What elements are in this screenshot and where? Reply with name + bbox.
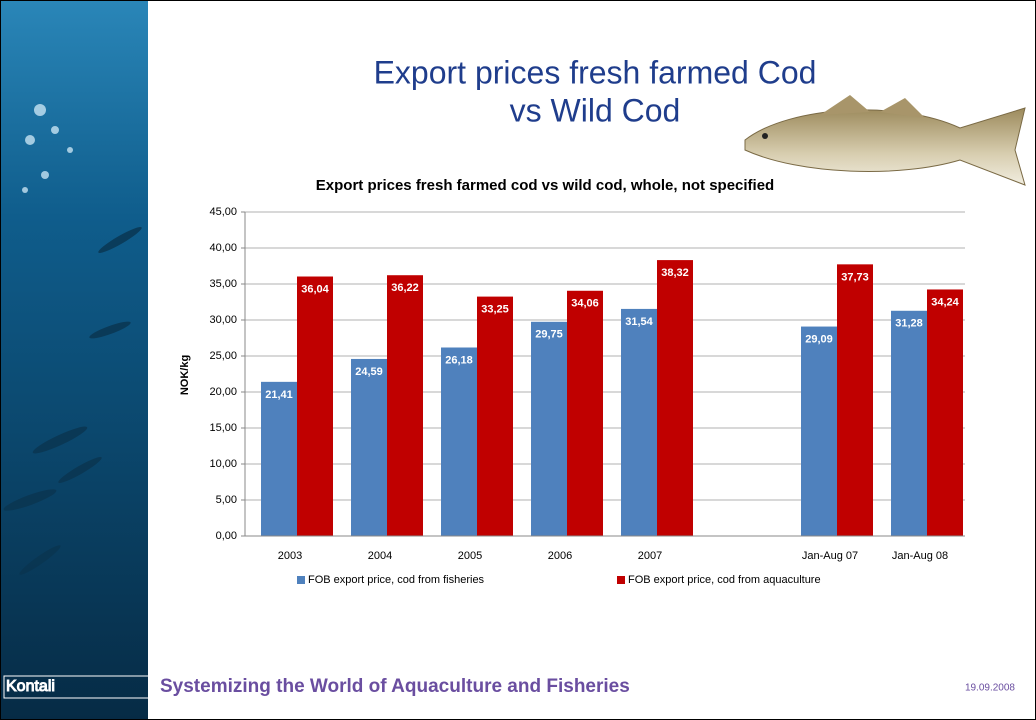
slide-title: Export prices fresh farmed Cod: [374, 54, 817, 90]
x-tick-label: 2004: [368, 550, 392, 562]
bar: [621, 308, 657, 536]
value-label: 26,18: [445, 354, 473, 366]
y-tick-label: 25,00: [209, 350, 237, 362]
x-tick-label: Jan-Aug 07: [802, 550, 858, 562]
cod-illustration: [744, 95, 1026, 186]
bar: [297, 276, 333, 536]
value-label: 36,04: [301, 283, 329, 295]
y-tick-label: 15,00: [209, 422, 237, 434]
x-tick-label: 2006: [548, 550, 572, 562]
ocean-strip: [1, 1, 148, 719]
y-tick-label: 10,00: [209, 458, 237, 470]
legend-swatch: [297, 576, 305, 584]
bar: [351, 358, 387, 536]
y-tick-label: 40,00: [209, 242, 237, 254]
value-label: 21,41: [265, 389, 293, 401]
legend-swatch: [617, 576, 625, 584]
y-tick-label: 20,00: [209, 386, 237, 398]
bar: [567, 290, 603, 536]
legend-label: FOB export price, cod from aquaculture: [628, 574, 821, 586]
date: 19.09.2008: [965, 683, 1015, 694]
value-label: 34,06: [571, 298, 599, 310]
bar: [441, 347, 477, 536]
value-label: 34,24: [931, 296, 959, 308]
x-tick-label: 2003: [278, 550, 302, 562]
legend-label: FOB export price, cod from fisheries: [308, 574, 485, 586]
bar: [891, 310, 927, 536]
value-label: 36,22: [391, 282, 419, 294]
value-label: 31,28: [895, 318, 923, 330]
bar: [837, 264, 873, 536]
x-tick-label: Jan-Aug 08: [892, 550, 948, 562]
y-tick-label: 30,00: [209, 314, 237, 326]
x-tick-label: 2007: [638, 550, 662, 562]
y-tick-label: 45,00: [209, 206, 237, 218]
bar: [531, 321, 567, 536]
footer: Systemizing the World of Aquaculture and…: [160, 676, 630, 697]
value-label: 29,09: [805, 333, 833, 345]
value-label: 38,32: [661, 267, 689, 279]
bar: [801, 326, 837, 536]
bar: [261, 381, 297, 536]
bar: [387, 275, 423, 536]
y-tick-label: 5,00: [216, 494, 237, 506]
value-label: 24,59: [355, 366, 383, 378]
logo: Kontali: [6, 678, 55, 695]
logo-frame: [3, 675, 150, 699]
value-label: 31,54: [625, 316, 653, 328]
slide-title: vs Wild Cod: [510, 92, 681, 128]
y-tick-label: 35,00: [209, 278, 237, 290]
x-tick-label: 2005: [458, 550, 482, 562]
value-label: 29,75: [535, 329, 563, 341]
light-spots: [22, 104, 73, 193]
chart-title: Export prices fresh farmed cod vs wild c…: [316, 177, 774, 194]
value-label: 33,25: [481, 304, 509, 316]
bar: [927, 289, 963, 536]
bar: [657, 260, 693, 536]
y-tick-label: 0,00: [216, 530, 237, 542]
bar: [477, 296, 513, 536]
value-label: 37,73: [841, 271, 869, 283]
y-axis-label: NOK/kg: [179, 355, 191, 395]
fish-school: [3, 227, 142, 575]
